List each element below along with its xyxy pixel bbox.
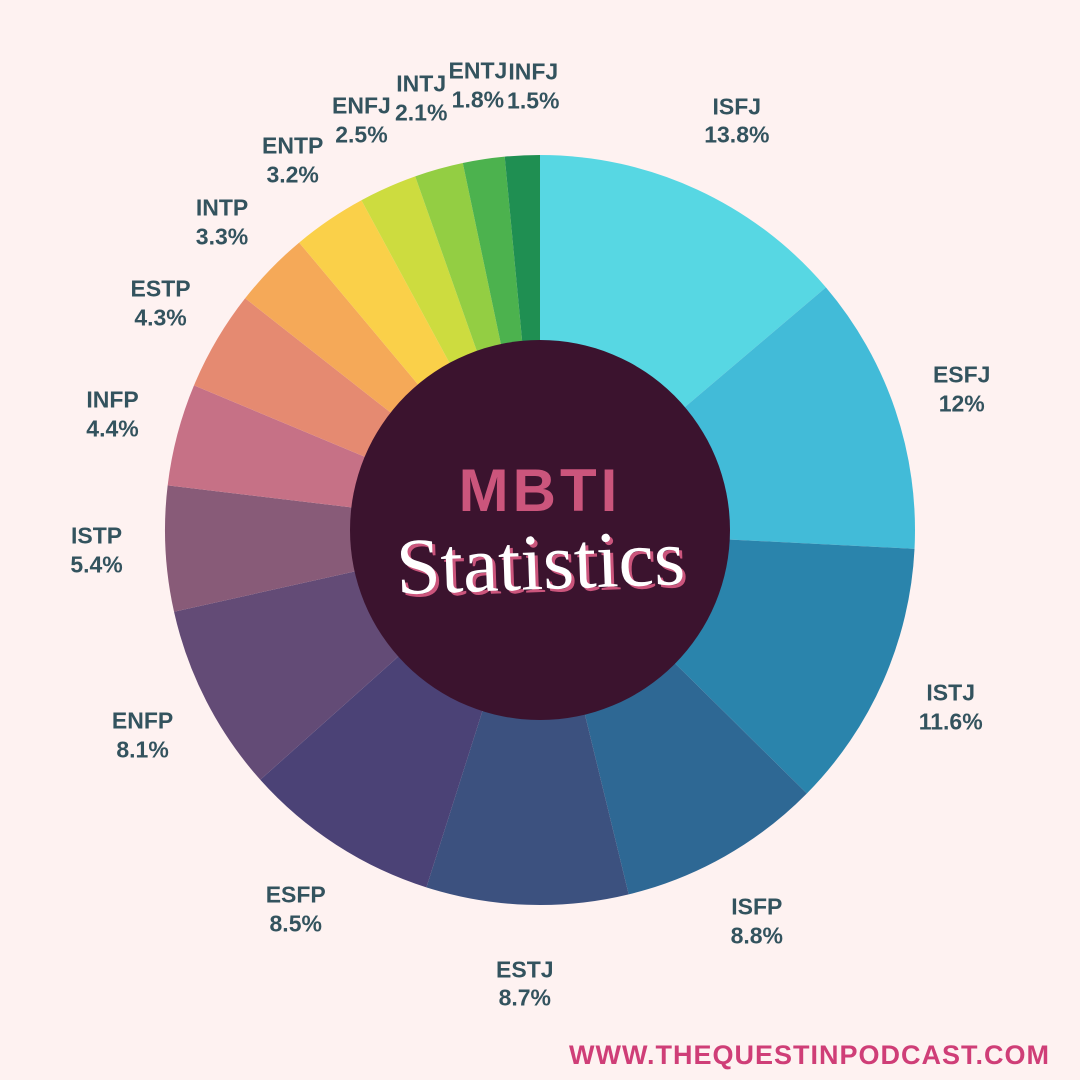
slice-label: ESFJ12%	[933, 360, 991, 418]
slice-name: ISFJ	[704, 92, 769, 121]
footer-url: WWW.THEQUESTINPODCAST.COM	[569, 1040, 1050, 1071]
slice-label: ENFP8.1%	[112, 706, 173, 764]
slice-value: 2.1%	[395, 98, 447, 127]
slice-name: INFP	[86, 385, 138, 414]
slice-name: ESTP	[131, 274, 191, 303]
slice-value: 2.5%	[332, 120, 391, 149]
slice-name: ENFP	[112, 706, 173, 735]
slice-name: ISFP	[731, 892, 783, 921]
slice-value: 13.8%	[704, 121, 769, 150]
slice-label: ISFJ13.8%	[704, 92, 769, 150]
slice-label: ESTP4.3%	[131, 274, 191, 332]
slice-value: 8.7%	[496, 984, 554, 1013]
center-title: MBTI	[459, 461, 622, 521]
slice-name: INTP	[196, 193, 248, 222]
slice-label: ESFP8.5%	[266, 881, 326, 939]
slice-value: 8.5%	[266, 909, 326, 938]
slice-label: ESTJ8.7%	[496, 955, 554, 1013]
slice-name: ESFP	[266, 881, 326, 910]
slice-label: ISTP5.4%	[70, 521, 122, 579]
slice-value: 3.2%	[262, 160, 323, 189]
slice-name: ENTJ	[448, 56, 507, 85]
slice-name: ISTJ	[919, 679, 983, 708]
slice-value: 11.6%	[919, 707, 983, 736]
slice-value: 4.4%	[86, 414, 138, 443]
slice-label: INTP3.3%	[196, 193, 248, 251]
slice-label: ISFP8.8%	[731, 892, 783, 950]
slice-value: 1.8%	[448, 85, 507, 114]
slice-name: ESFJ	[933, 360, 991, 389]
slice-label: ISTJ11.6%	[919, 679, 983, 737]
slice-value: 5.4%	[70, 550, 122, 579]
slice-label: ENTJ1.8%	[448, 56, 507, 114]
slice-label: ENTP3.2%	[262, 131, 323, 189]
slice-label: INTJ2.1%	[395, 70, 447, 128]
slice-label: INFJ1.5%	[507, 58, 559, 116]
slice-value: 1.5%	[507, 86, 559, 115]
slice-name: INTJ	[395, 70, 447, 99]
slice-value: 4.3%	[131, 303, 191, 332]
slice-name: ENFJ	[332, 91, 391, 120]
slice-name: ISTP	[70, 521, 122, 550]
slice-label: ENFJ2.5%	[332, 91, 391, 149]
center-subtitle: Statistics	[394, 522, 685, 604]
slice-name: ESTJ	[496, 955, 554, 984]
slice-name: ENTP	[262, 131, 323, 160]
chart-center: MBTI Statistics	[350, 340, 730, 720]
slice-value: 3.3%	[196, 222, 248, 251]
slice-value: 8.8%	[731, 921, 783, 950]
slice-value: 8.1%	[112, 735, 173, 764]
slice-value: 12%	[933, 389, 991, 418]
slice-name: INFJ	[507, 58, 559, 87]
slice-label: INFP4.4%	[86, 385, 138, 443]
